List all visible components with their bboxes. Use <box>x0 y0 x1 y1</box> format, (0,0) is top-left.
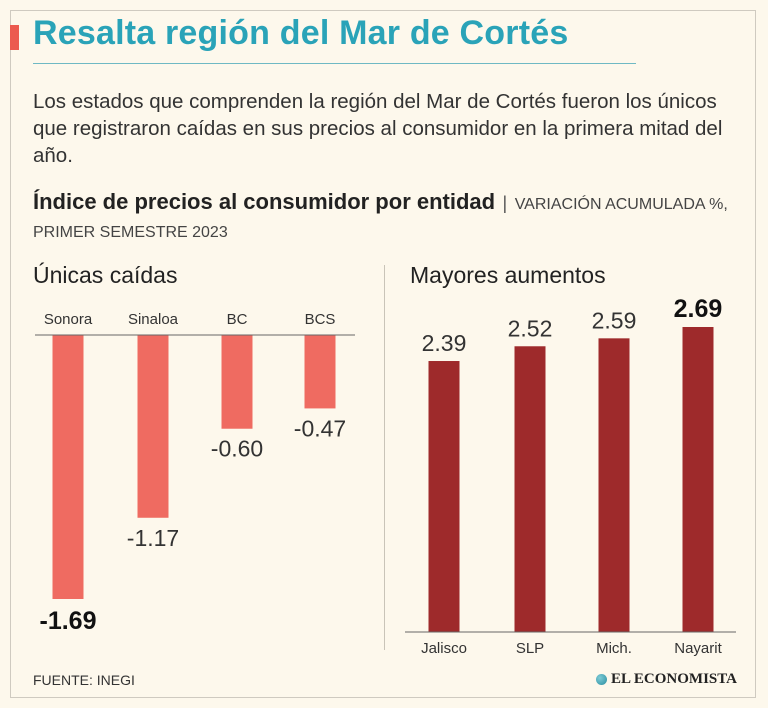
category-label-4: BCS <box>305 311 336 328</box>
brand-name: EL ECONOMISTA <box>611 671 737 687</box>
infographic-frame <box>10 10 756 698</box>
subtitle-separator: | <box>502 193 508 213</box>
value-label-slp: 2.52 <box>508 315 553 341</box>
panel-title-increases: Mayores aumentos <box>410 262 606 288</box>
value-label-bc: -0.60 <box>211 436 263 462</box>
bar-bc <box>221 335 253 429</box>
page-title: Resalta región del Mar de Cortés <box>33 14 569 52</box>
category-label-1: Sonora <box>44 311 93 328</box>
value-label-mich: 2.59 <box>592 307 637 333</box>
bar-sonora <box>52 335 84 599</box>
chart-unit: VARIACIÓN ACUMULADA %, PRIMER SEMESTRE 2… <box>33 196 728 241</box>
panel-title-decreases: Únicas caídas <box>33 262 178 288</box>
category-label-5: Jalisco <box>421 640 467 657</box>
source-note: FUENTE: INEGI <box>33 672 135 688</box>
brand-logo: EL ECONOMISTA <box>596 671 737 688</box>
bar-sinaloa <box>137 335 169 518</box>
category-label-7: Mich. <box>596 640 632 657</box>
bar-bcs <box>304 335 336 409</box>
value-label-nayarit: 2.69 <box>674 295 723 323</box>
title-accent-bar <box>10 25 19 50</box>
bar-jalisco <box>428 361 460 632</box>
chart-subtitle: Índice de precios al consumidor por enti… <box>33 188 733 247</box>
value-label-sonora: -1.69 <box>40 607 97 635</box>
brand-mark-icon <box>596 674 607 685</box>
value-label-sinaloa: -1.17 <box>127 525 179 551</box>
panel-divider <box>384 265 385 650</box>
bar-slp <box>514 346 546 632</box>
category-label-3: BC <box>227 311 248 328</box>
bar-nayarit <box>682 327 714 632</box>
category-label-2: Sinaloa <box>128 311 179 328</box>
description: Los estados que comprenden la región del… <box>33 90 723 167</box>
category-label-6: SLP <box>516 640 544 657</box>
category-label-8: Nayarit <box>674 640 722 657</box>
bar-mich <box>598 338 630 632</box>
chart-title: Índice de precios al consumidor por enti… <box>33 189 496 214</box>
title-underline <box>33 63 636 64</box>
value-label-bcs: -0.47 <box>294 415 346 441</box>
value-label-jalisco: 2.39 <box>422 330 467 356</box>
